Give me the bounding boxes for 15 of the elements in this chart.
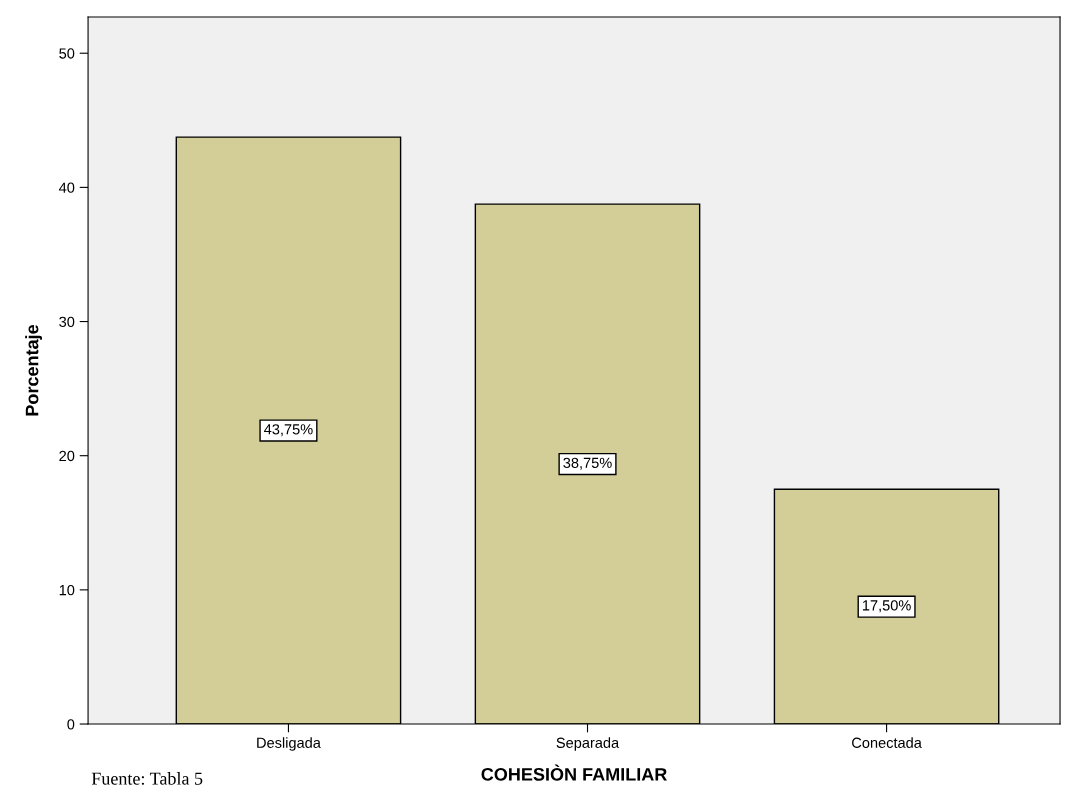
y-tick-label: 20 xyxy=(59,450,75,462)
y-tick-label: 0 xyxy=(67,719,75,730)
y-axis-title: Porcentaje xyxy=(25,324,42,416)
y-tick-label: 10 xyxy=(59,584,75,596)
data-label: 17,50% xyxy=(862,600,911,613)
source-note: Fuente: Tabla 5 xyxy=(91,772,203,785)
x-axis-title: COHESIÒN FAMILIAR xyxy=(481,764,667,781)
data-label: 38,75% xyxy=(563,457,612,470)
y-tick-label: 30 xyxy=(59,316,75,327)
y-tick-label: 40 xyxy=(58,182,75,193)
x-tick-label: Conectada xyxy=(852,737,922,748)
y-tick-label: 50 xyxy=(59,48,75,59)
data-label: 43,75% xyxy=(264,424,313,437)
x-tick-label: Desligada xyxy=(257,737,321,751)
x-tick-label: Separada xyxy=(556,737,620,751)
